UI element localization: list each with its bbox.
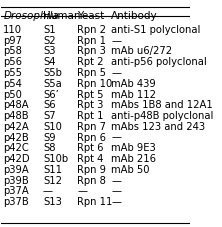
Text: p42A: p42A — [3, 122, 29, 132]
Text: mAb 112: mAb 112 — [111, 89, 156, 99]
Text: p50: p50 — [3, 89, 22, 99]
Text: S5a: S5a — [43, 79, 62, 89]
Text: p42C: p42C — [3, 143, 29, 153]
Text: p58: p58 — [3, 47, 22, 57]
Text: —: — — [43, 186, 53, 196]
Text: S8: S8 — [43, 143, 56, 153]
Text: S2: S2 — [43, 36, 56, 46]
Text: p37B: p37B — [3, 197, 29, 207]
Text: mAb u6/272: mAb u6/272 — [111, 47, 172, 57]
Text: mAb 216: mAb 216 — [111, 154, 156, 164]
Text: S6’: S6’ — [43, 89, 59, 99]
Text: —: — — [111, 36, 121, 46]
Text: 110: 110 — [3, 25, 22, 35]
Text: p42D: p42D — [3, 154, 30, 164]
Text: S3: S3 — [43, 47, 56, 57]
Text: anti-p48B polyclonal: anti-p48B polyclonal — [111, 111, 213, 121]
Text: —: — — [111, 197, 121, 207]
Text: S5b: S5b — [43, 68, 62, 78]
Text: S12: S12 — [43, 176, 62, 186]
Text: p48B: p48B — [3, 111, 29, 121]
Text: Rpn 9: Rpn 9 — [77, 165, 106, 175]
Text: —: — — [111, 133, 121, 143]
Text: Antibody: Antibody — [111, 12, 158, 22]
Text: Rpt 3: Rpt 3 — [77, 100, 103, 110]
Text: Rpn 3: Rpn 3 — [77, 47, 106, 57]
Text: p97: p97 — [3, 36, 22, 46]
Text: Rpn 1: Rpn 1 — [77, 36, 106, 46]
Text: mAb 439: mAb 439 — [111, 79, 156, 89]
Text: anti-p56 polyclonal: anti-p56 polyclonal — [111, 57, 207, 67]
Text: anti-S1 polyclonal: anti-S1 polyclonal — [111, 25, 200, 35]
Text: S6: S6 — [43, 100, 56, 110]
Text: p39B: p39B — [3, 176, 29, 186]
Text: S11: S11 — [43, 165, 62, 175]
Text: Rpn 6: Rpn 6 — [77, 133, 106, 143]
Text: p55: p55 — [3, 68, 22, 78]
Text: mAb 9E3: mAb 9E3 — [111, 143, 156, 153]
Text: S9: S9 — [43, 133, 56, 143]
Text: mAb 50: mAb 50 — [111, 165, 150, 175]
Text: Rpt 6: Rpt 6 — [77, 143, 103, 153]
Text: Rpn 11: Rpn 11 — [77, 197, 112, 207]
Text: Rpt 4: Rpt 4 — [77, 154, 103, 164]
Text: p42B: p42B — [3, 133, 29, 143]
Text: Rpt 2: Rpt 2 — [77, 57, 103, 67]
Text: p56: p56 — [3, 57, 22, 67]
Text: Rpn 2: Rpn 2 — [77, 25, 106, 35]
Text: Rpt 1: Rpt 1 — [77, 111, 103, 121]
Text: p39A: p39A — [3, 165, 29, 175]
Text: Rpn 5: Rpn 5 — [77, 68, 106, 78]
Text: p48A: p48A — [3, 100, 29, 110]
Text: Rpn 7: Rpn 7 — [77, 122, 106, 132]
Text: Rpt 5: Rpt 5 — [77, 89, 103, 99]
Text: mAbs 1B8 and 12A1: mAbs 1B8 and 12A1 — [111, 100, 213, 110]
Text: S10b: S10b — [43, 154, 68, 164]
Text: mAbs 123 and 243: mAbs 123 and 243 — [111, 122, 205, 132]
Text: S7: S7 — [43, 111, 56, 121]
Text: S10: S10 — [43, 122, 62, 132]
Text: p54: p54 — [3, 79, 22, 89]
Text: Yeast: Yeast — [77, 12, 104, 22]
Text: —: — — [111, 68, 121, 78]
Text: —: — — [77, 186, 87, 196]
Text: Human: Human — [43, 12, 81, 22]
Text: S13: S13 — [43, 197, 62, 207]
Text: Rpn 10: Rpn 10 — [77, 79, 112, 89]
Text: Drosophila: Drosophila — [3, 12, 59, 22]
Text: p37A: p37A — [3, 186, 29, 196]
Text: —: — — [111, 176, 121, 186]
Text: S4: S4 — [43, 57, 56, 67]
Text: —: — — [111, 186, 121, 196]
Text: S1: S1 — [43, 25, 56, 35]
Text: Rpn 8: Rpn 8 — [77, 176, 106, 186]
